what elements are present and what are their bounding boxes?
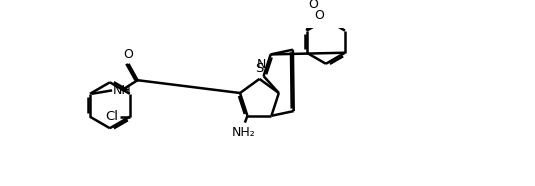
- Text: S: S: [255, 62, 264, 75]
- Text: O: O: [308, 0, 318, 11]
- Text: Cl: Cl: [106, 110, 119, 123]
- Text: N: N: [256, 58, 266, 71]
- Text: NH₂: NH₂: [231, 126, 255, 139]
- Text: O: O: [123, 48, 133, 61]
- Text: NH: NH: [113, 84, 132, 97]
- Text: O: O: [315, 9, 324, 22]
